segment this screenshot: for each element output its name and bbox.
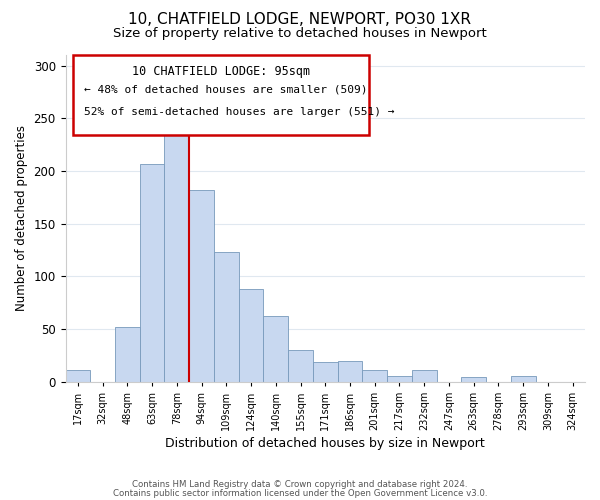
Text: ← 48% of detached houses are smaller (509): ← 48% of detached houses are smaller (50… bbox=[84, 84, 367, 94]
Bar bbox=[313, 362, 338, 382]
Text: 10, CHATFIELD LODGE, NEWPORT, PO30 1XR: 10, CHATFIELD LODGE, NEWPORT, PO30 1XR bbox=[128, 12, 472, 28]
X-axis label: Distribution of detached houses by size in Newport: Distribution of detached houses by size … bbox=[166, 437, 485, 450]
Bar bbox=[338, 360, 362, 382]
Bar bbox=[65, 370, 90, 382]
Text: Size of property relative to detached houses in Newport: Size of property relative to detached ho… bbox=[113, 28, 487, 40]
Bar bbox=[189, 190, 214, 382]
Bar bbox=[239, 289, 263, 382]
Bar bbox=[511, 376, 536, 382]
Text: Contains public sector information licensed under the Open Government Licence v3: Contains public sector information licen… bbox=[113, 490, 487, 498]
Bar bbox=[362, 370, 387, 382]
FancyBboxPatch shape bbox=[73, 55, 370, 135]
Text: 52% of semi-detached houses are larger (551) →: 52% of semi-detached houses are larger (… bbox=[84, 108, 394, 118]
Bar bbox=[288, 350, 313, 382]
Bar bbox=[387, 376, 412, 382]
Y-axis label: Number of detached properties: Number of detached properties bbox=[15, 126, 28, 312]
Bar bbox=[263, 316, 288, 382]
Bar bbox=[412, 370, 437, 382]
Text: 10 CHATFIELD LODGE: 95sqm: 10 CHATFIELD LODGE: 95sqm bbox=[133, 65, 310, 78]
Bar bbox=[115, 327, 140, 382]
Bar bbox=[164, 129, 189, 382]
Bar bbox=[461, 378, 486, 382]
Bar bbox=[214, 252, 239, 382]
Text: Contains HM Land Registry data © Crown copyright and database right 2024.: Contains HM Land Registry data © Crown c… bbox=[132, 480, 468, 489]
Bar bbox=[140, 164, 164, 382]
